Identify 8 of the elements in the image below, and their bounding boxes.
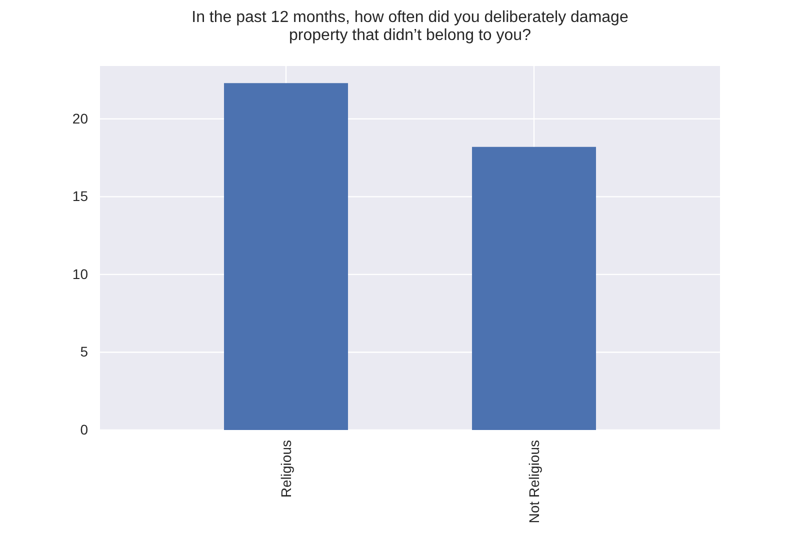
x-tick-label: Religious [278,440,294,498]
y-tick-label: 0 [80,421,88,438]
x-tick-label: Not Religious [526,440,542,524]
chart-title: In the past 12 months, how often did you deliberately damage property that didn’t belong to you? [192,9,628,44]
y-tick-label: 15 [72,188,88,204]
y-tick-label: 20 [72,110,88,126]
y-tick-label: 5 [80,344,88,360]
y-tick-label: 10 [72,266,88,282]
